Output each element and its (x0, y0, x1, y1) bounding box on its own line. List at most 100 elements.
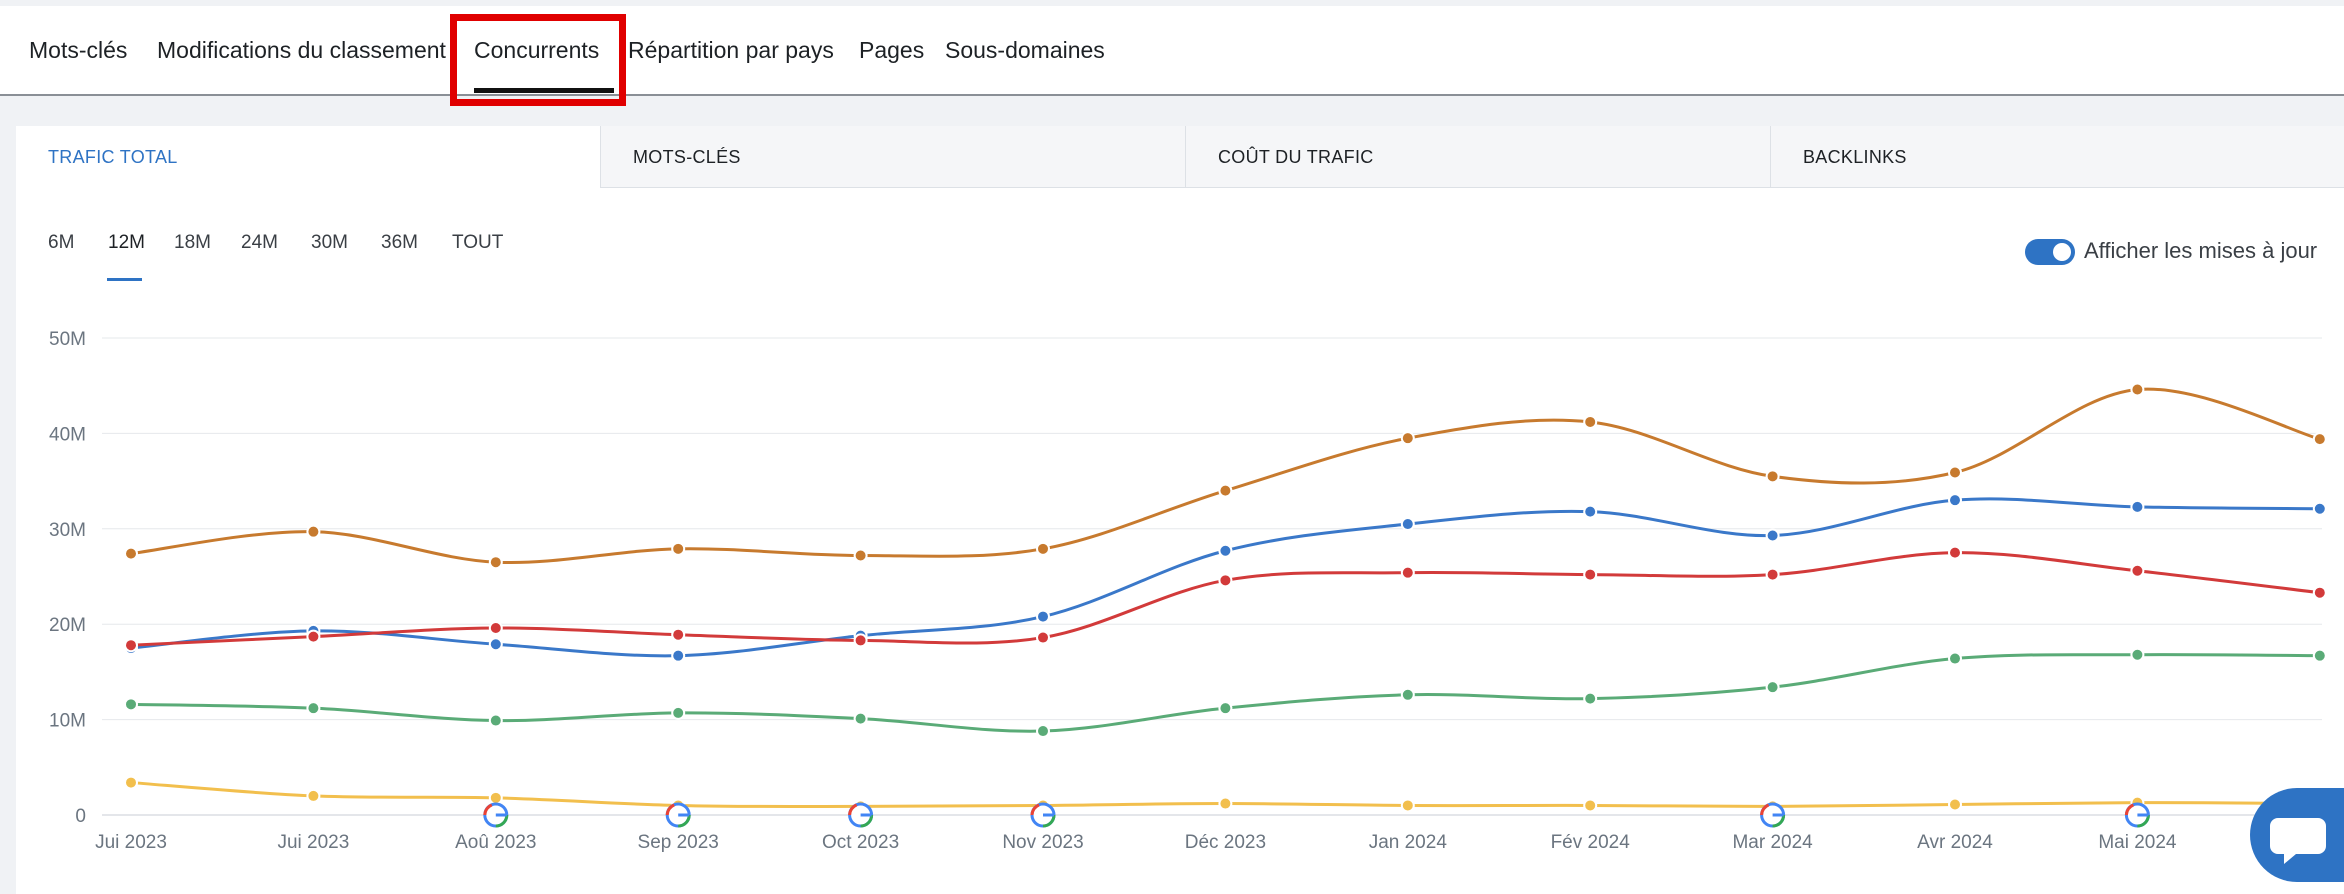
data-point (1765, 680, 1780, 695)
data-point (1948, 545, 1962, 560)
data-point (1583, 691, 1598, 706)
x-tick-label: Fév 2024 (1551, 832, 1631, 853)
metric-tab-mots-cles[interactable]: MOTS-CLÉS (600, 126, 1185, 188)
x-tick-label: Jan 2024 (1369, 832, 1448, 853)
data-point (124, 775, 138, 790)
data-point (1765, 567, 1780, 582)
period-6m[interactable]: 6M (48, 232, 75, 253)
tab-pages[interactable]: Pages (859, 37, 925, 63)
period-tout[interactable]: TOUT (452, 232, 504, 253)
data-point (1218, 573, 1233, 588)
data-point (2312, 432, 2327, 447)
x-tick-label: Oct 2023 (822, 832, 899, 853)
y-tick-label: 30M (49, 520, 86, 541)
update-marker-icon[interactable] (2124, 802, 2150, 828)
data-point (488, 790, 503, 805)
data-point (306, 788, 321, 803)
data-point (1036, 724, 1050, 739)
tab-concurrents[interactable]: Concurrents (474, 37, 600, 63)
y-tick-label: 50M (49, 329, 86, 350)
data-point (853, 711, 868, 726)
x-tick-label: Jui 2023 (95, 832, 167, 853)
data-point (1583, 504, 1598, 519)
period-12m[interactable]: 12M (108, 232, 145, 253)
data-point (124, 546, 138, 561)
tab-mots-cles[interactable]: Mots-clés (29, 37, 128, 63)
y-tick-label: 40M (49, 424, 86, 445)
update-marker-icon[interactable] (483, 802, 509, 828)
data-point (1218, 796, 1233, 811)
metric-tab-cout-du-trafic[interactable]: COÛT DU TRAFIC (1185, 126, 1770, 188)
data-point (1400, 431, 1415, 446)
chat-bubble-icon (2270, 818, 2326, 864)
active-period-underline (107, 278, 142, 281)
metric-tab-backlinks[interactable]: BACKLINKS (1770, 126, 2344, 188)
data-point (2312, 501, 2327, 516)
show-updates-toggle[interactable] (2025, 239, 2075, 265)
metric-tab-trafic-total[interactable]: TRAFIC TOTAL (16, 126, 600, 188)
period-24m[interactable]: 24M (241, 232, 278, 253)
chart-panel: TRAFIC TOTAL MOTS-CLÉS COÛT DU TRAFIC BA… (16, 126, 2344, 894)
y-tick-label: 0 (75, 806, 86, 827)
data-point (1400, 565, 1415, 580)
data-point (2130, 647, 2145, 662)
x-tick-label: Mai 2024 (2098, 832, 2177, 853)
y-tick-label: 10M (49, 711, 86, 732)
chat-button[interactable] (2250, 788, 2344, 882)
x-tick-label: Mar 2024 (1732, 832, 1813, 853)
data-point (853, 548, 868, 563)
data-point (2130, 563, 2145, 578)
tab-repartition-par-pays[interactable]: Répartition par pays (628, 37, 834, 63)
data-point (1400, 517, 1415, 532)
data-point (488, 713, 503, 728)
active-tab-underline (474, 88, 614, 93)
top-navigation: Mots-clés Modifications du classement Co… (0, 6, 2344, 96)
data-point (2130, 382, 2145, 397)
data-point (671, 705, 686, 720)
data-point (488, 637, 503, 652)
data-point (1948, 493, 1962, 508)
update-marker-icon[interactable] (1760, 802, 1786, 828)
data-point (1400, 687, 1415, 702)
update-marker-icon[interactable] (665, 802, 691, 828)
data-point (306, 524, 321, 539)
period-30m[interactable]: 30M (311, 232, 348, 253)
data-point (1583, 798, 1598, 813)
data-point (1218, 483, 1233, 498)
x-tick-label: Aoû 2023 (455, 832, 536, 853)
x-tick-label: Avr 2024 (1917, 832, 1993, 853)
data-point (1036, 609, 1050, 624)
data-point (1948, 651, 1962, 666)
show-updates-label: Afficher les mises à jour (2084, 238, 2318, 263)
data-point (1583, 567, 1598, 582)
data-point (1036, 541, 1050, 556)
x-tick-label: Jui 2023 (277, 832, 349, 853)
update-marker-icon[interactable] (1030, 802, 1056, 828)
data-point (1218, 701, 1233, 716)
toggle-knob (2053, 243, 2071, 261)
data-point (488, 621, 503, 636)
data-point (671, 541, 686, 556)
period-18m[interactable]: 18M (174, 232, 211, 253)
series-line (130, 551, 2320, 647)
data-point (671, 648, 686, 663)
period-36m[interactable]: 36M (381, 232, 418, 253)
data-point (1036, 630, 1050, 645)
data-point (1765, 528, 1780, 543)
data-point (853, 633, 868, 648)
data-point (1948, 797, 1962, 812)
data-point (671, 627, 686, 642)
data-point (1583, 414, 1598, 429)
data-point (2312, 648, 2327, 663)
series-line (130, 387, 2321, 565)
data-point (2312, 585, 2327, 600)
x-tick-label: Nov 2023 (1002, 832, 1083, 853)
metric-tabs: TRAFIC TOTAL MOTS-CLÉS COÛT DU TRAFIC BA… (16, 126, 2344, 188)
data-point (1948, 465, 1962, 480)
data-point (1765, 469, 1780, 484)
tab-sous-domaines[interactable]: Sous-domaines (945, 37, 1105, 63)
tab-modifications-du-classement[interactable]: Modifications du classement (157, 37, 446, 63)
y-tick-label: 20M (49, 615, 86, 636)
data-point (306, 629, 321, 644)
update-marker-icon[interactable] (848, 802, 874, 828)
